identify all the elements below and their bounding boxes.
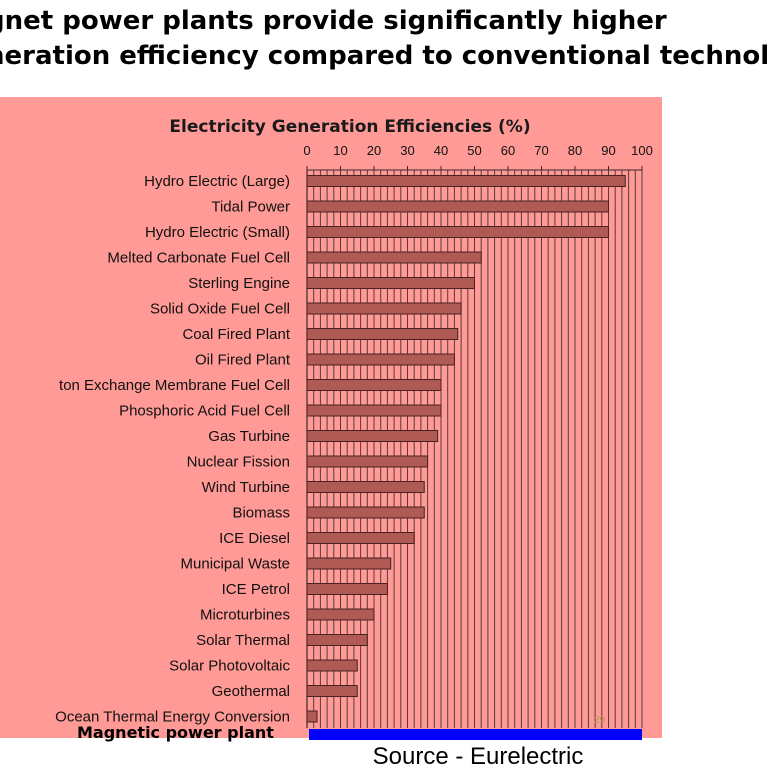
source-note: Source - Eurelectric	[373, 743, 584, 768]
bar	[306, 557, 392, 570]
category-label: Oil Fired Plant	[195, 352, 291, 369]
magnetic-power-plant-label: Magnetic power plant	[77, 723, 274, 742]
x-axis-ticks: 0 10 20 30 40 50 60 70 80 90 100	[303, 143, 653, 170]
chart-title: Electricity Generation Efficiencies (%)	[169, 117, 530, 137]
bar	[306, 455, 429, 468]
tick-label: 80	[568, 143, 582, 158]
category-label: Tidal Power	[211, 199, 290, 216]
tick-label: 100	[631, 143, 653, 158]
tick-label: 0	[303, 143, 310, 158]
bar	[306, 226, 609, 238]
bar	[306, 200, 609, 213]
category-label: Municipal Waste	[181, 556, 290, 573]
bar	[306, 608, 375, 621]
tick-label: 30	[400, 143, 414, 158]
tick-label: 60	[501, 143, 515, 158]
bar	[306, 532, 415, 544]
tick-label: 90	[601, 143, 615, 158]
category-label: Microturbines	[200, 607, 290, 624]
bar	[306, 302, 462, 315]
slide-title-line-1: gnet power plants provide significantly …	[0, 6, 667, 36]
bar	[306, 328, 459, 340]
bar	[306, 379, 442, 391]
category-label: Phosphoric Acid Fuel Cell	[119, 403, 290, 420]
category-label: Biomass	[232, 505, 290, 522]
category-label: Nuclear Fission	[187, 454, 290, 471]
page-number: 29	[594, 715, 606, 726]
tick-label: 50	[467, 143, 481, 158]
bar	[306, 404, 442, 417]
bar	[306, 277, 475, 289]
category-label: ICE Diesel	[219, 530, 290, 547]
category-label: Melted Carbonate Fuel Cell	[107, 250, 290, 267]
category-label: Gas Turbine	[208, 428, 290, 445]
slide-title: gnet power plants provide significantly …	[0, 4, 768, 74]
bar	[306, 583, 388, 595]
bar	[306, 251, 482, 264]
bars	[306, 175, 626, 723]
bar	[306, 710, 318, 723]
bar	[306, 175, 626, 187]
magnetic-power-plant-bar	[309, 729, 642, 740]
category-label: Hydro Electric (Large)	[144, 173, 290, 190]
category-label: Solar Thermal	[196, 632, 290, 649]
tick-label: 20	[367, 143, 381, 158]
bar	[306, 430, 439, 442]
bar	[306, 634, 368, 646]
bar	[306, 506, 425, 519]
bar	[306, 659, 358, 672]
tick-label: 40	[434, 143, 448, 158]
category-label: Coal Fired Plant	[182, 326, 290, 343]
category-label: Sterling Engine	[188, 275, 290, 292]
bar	[306, 481, 425, 493]
category-label: Ocean Thermal Energy Conversion	[55, 709, 290, 726]
category-label: Wind Turbine	[202, 479, 290, 496]
tick-label: 70	[534, 143, 548, 158]
slide-title-line-2: neration efficiency compared to conventi…	[0, 41, 768, 71]
category-labels: Hydro Electric (Large) Tidal Power Hydro E…	[55, 173, 291, 726]
category-label: Solar Photovoltaic	[169, 658, 290, 675]
tick-label: 10	[333, 143, 347, 158]
category-label: Hydro Electric (Small)	[145, 224, 290, 241]
category-label: Solid Oxide Fuel Cell	[150, 301, 290, 318]
category-label: Geothermal	[212, 683, 290, 700]
bar	[306, 353, 455, 366]
bar	[306, 685, 358, 697]
category-label: ton Exchange Membrane Fuel Cell	[59, 377, 290, 394]
category-label: ICE Petrol	[222, 581, 290, 598]
